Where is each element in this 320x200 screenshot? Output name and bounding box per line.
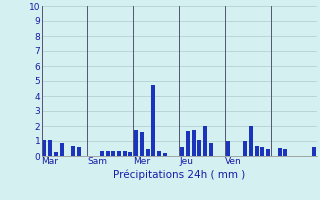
Bar — [312, 147, 316, 156]
X-axis label: Précipitations 24h ( mm ): Précipitations 24h ( mm ) — [113, 169, 245, 180]
Bar — [140, 132, 144, 156]
Bar — [209, 142, 213, 156]
Bar — [243, 141, 247, 156]
Bar — [157, 151, 161, 156]
Bar — [71, 146, 75, 156]
Bar — [123, 151, 127, 156]
Bar — [249, 126, 253, 156]
Bar — [48, 140, 52, 156]
Bar — [77, 147, 81, 156]
Bar — [43, 140, 46, 156]
Bar — [146, 148, 150, 156]
Bar — [163, 153, 167, 156]
Bar — [106, 151, 109, 156]
Bar — [151, 85, 156, 156]
Bar — [54, 152, 58, 156]
Bar — [111, 151, 115, 156]
Bar — [226, 141, 230, 156]
Bar — [128, 152, 132, 156]
Bar — [180, 147, 184, 156]
Bar — [134, 130, 138, 156]
Bar — [283, 148, 287, 156]
Bar — [186, 131, 190, 156]
Bar — [60, 142, 64, 156]
Bar — [255, 146, 259, 156]
Bar — [203, 126, 207, 156]
Bar — [197, 140, 201, 156]
Bar — [266, 148, 270, 156]
Bar — [277, 148, 282, 156]
Bar — [100, 151, 104, 156]
Bar — [260, 147, 264, 156]
Bar — [192, 130, 196, 156]
Bar — [117, 151, 121, 156]
